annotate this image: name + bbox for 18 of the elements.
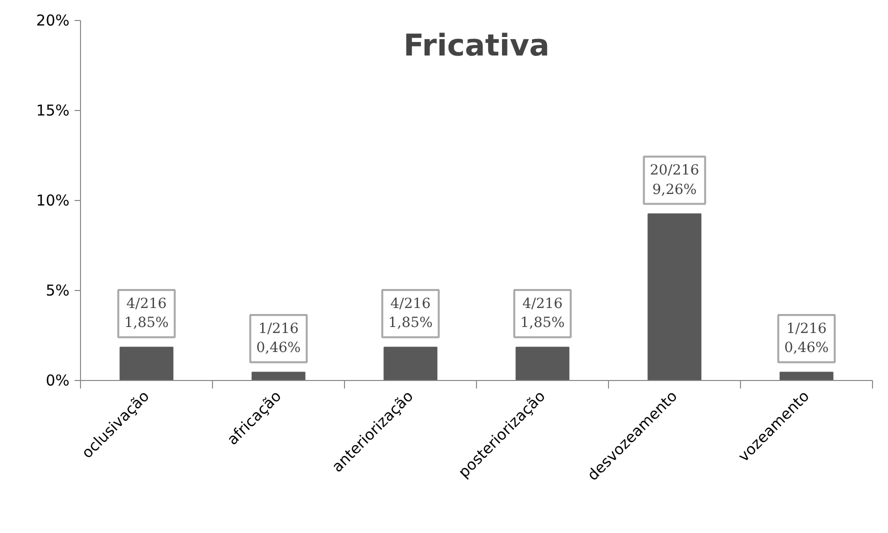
- bar: [120, 346, 174, 380]
- bar: [648, 213, 702, 380]
- data-label: 4/216 1,85%: [388, 296, 433, 332]
- bar: [384, 346, 438, 380]
- chart-title: Fricativa: [403, 28, 550, 64]
- data-label: 20/216 9,26%: [650, 162, 700, 198]
- y-tick-label: 20%: [36, 12, 70, 30]
- data-label: 4/216 1,85%: [124, 296, 169, 332]
- data-label: 1/216 0,46%: [784, 321, 829, 356]
- y-tick-label: 5%: [46, 282, 70, 300]
- data-label: 4/216 1,85%: [520, 296, 565, 332]
- bar: [780, 372, 834, 380]
- bar: [516, 346, 570, 380]
- y-tick-label: 10%: [36, 192, 70, 210]
- y-tick-label: 15%: [36, 102, 70, 120]
- bar: [252, 372, 306, 380]
- data-label: 1/216 0,46%: [256, 321, 301, 356]
- y-tick-label: 0%: [46, 372, 70, 390]
